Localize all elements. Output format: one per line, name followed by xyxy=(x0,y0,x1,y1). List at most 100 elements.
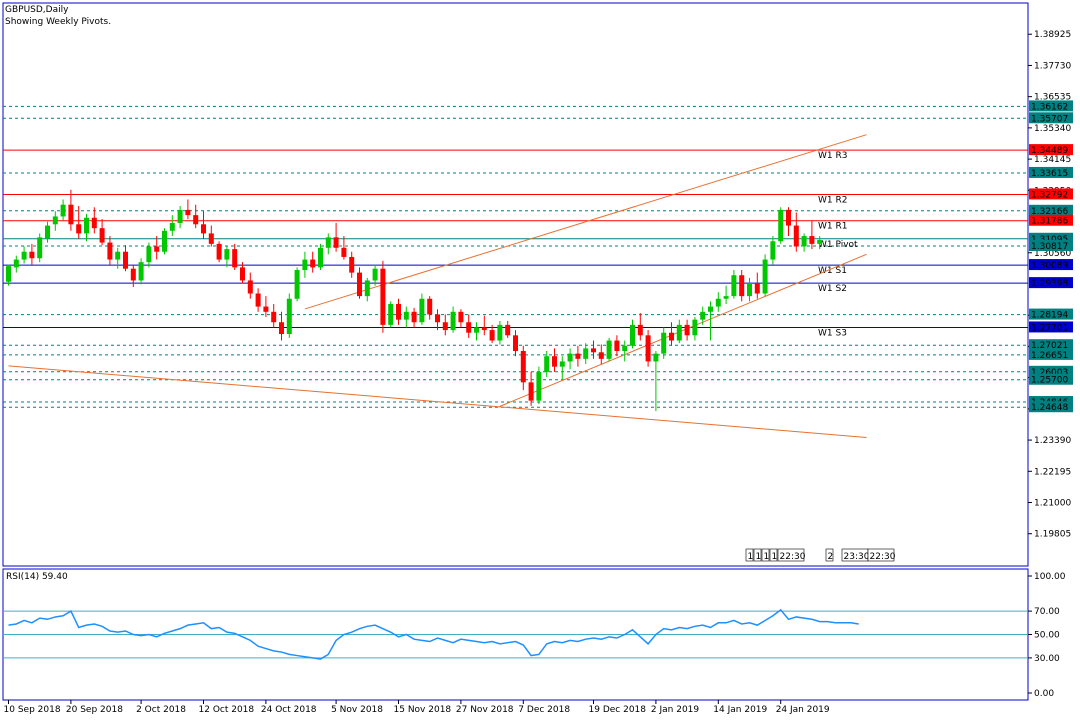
candle-body xyxy=(598,352,604,359)
candle-body xyxy=(193,215,199,225)
candle-body xyxy=(427,298,433,315)
candle xyxy=(536,366,542,405)
candle-body xyxy=(364,280,370,297)
candle xyxy=(435,309,440,331)
candle-body xyxy=(754,283,760,294)
chart-subtitle: Showing Weekly Pivots. xyxy=(5,17,111,27)
candle-body xyxy=(286,298,292,335)
candle-body xyxy=(559,361,565,367)
candle xyxy=(466,314,472,338)
candle xyxy=(91,207,97,234)
candle xyxy=(99,219,105,246)
candle-body xyxy=(528,382,534,401)
price-axis: 1.389251.377301.365351.353401.341451.329… xyxy=(1028,30,1073,540)
candle-body xyxy=(388,303,394,325)
toolbar-mark-box[interactable] xyxy=(867,548,895,562)
toolbar-mark-label: 1 xyxy=(764,552,770,562)
price-label-text: 1.34489 xyxy=(1031,146,1068,156)
time-tick-label: 2 Oct 2018 xyxy=(136,705,186,715)
candle-body xyxy=(552,356,557,367)
candle xyxy=(216,241,222,263)
price-label-text: 1.24648 xyxy=(1031,403,1068,413)
candle-body xyxy=(84,217,89,234)
price-tick-label: 1.30560 xyxy=(1034,249,1071,259)
candle-body xyxy=(661,332,667,354)
candle xyxy=(567,348,573,370)
toolbar-mark-box[interactable] xyxy=(745,548,754,562)
toolbar-mark-box[interactable] xyxy=(769,548,778,562)
candle xyxy=(162,228,167,255)
candle-body xyxy=(442,322,448,331)
candle xyxy=(364,277,370,302)
price-tick-label: 1.34145 xyxy=(1034,155,1071,165)
candle-body xyxy=(247,280,253,294)
toolbar-mark-box[interactable] xyxy=(753,548,762,562)
price-label-text: 1.32166 xyxy=(1031,207,1068,217)
candle-body xyxy=(793,225,799,247)
candle xyxy=(130,264,136,287)
candle xyxy=(310,251,316,273)
toolbar-mark-label: 22:30 xyxy=(780,552,806,562)
candle-body xyxy=(21,251,27,260)
price-panel-border xyxy=(2,2,1029,567)
toolbar-mark-label: 22:30 xyxy=(870,552,896,562)
candle-body xyxy=(169,222,175,231)
toolbar-mark-label: 1 xyxy=(772,552,778,562)
candle xyxy=(403,306,409,328)
toolbar-mark-box[interactable] xyxy=(825,548,834,562)
candle-body xyxy=(536,371,542,401)
candle xyxy=(45,221,50,243)
price-label-box xyxy=(1029,112,1073,124)
price-label-box xyxy=(1029,365,1073,377)
toolbar-mark-box[interactable] xyxy=(761,548,770,562)
price-tick-label: 1.23390 xyxy=(1034,436,1071,446)
candle-body xyxy=(770,241,776,260)
trend-line xyxy=(8,365,867,438)
candle-body xyxy=(778,209,784,242)
rsi-tick-label: 50.00 xyxy=(1034,631,1060,641)
price-label-box xyxy=(1029,232,1073,244)
candle xyxy=(107,236,113,265)
candle-body xyxy=(255,293,261,307)
candle xyxy=(380,260,386,333)
candle xyxy=(208,225,214,247)
candle xyxy=(747,277,752,302)
price-label-box xyxy=(1029,339,1073,351)
candle-body xyxy=(162,230,167,252)
candle-body xyxy=(520,350,526,383)
candle xyxy=(591,340,596,359)
candle xyxy=(614,335,620,357)
price-label-text: 1.30817 xyxy=(1031,242,1068,252)
candle-body xyxy=(201,224,206,234)
candle xyxy=(669,322,674,346)
candle xyxy=(731,270,737,299)
candle xyxy=(786,207,791,237)
candle-body xyxy=(731,275,737,297)
candle xyxy=(583,343,589,365)
time-tick-label: 24 Jan 2019 xyxy=(776,705,830,715)
candle xyxy=(637,313,643,341)
candle-body xyxy=(60,204,66,217)
rsi-tick-label: 70.00 xyxy=(1034,607,1060,617)
candle-body xyxy=(575,353,581,359)
candle xyxy=(154,236,160,260)
toolbar-mark-box[interactable] xyxy=(777,548,805,562)
candle xyxy=(52,211,58,231)
pivot-level-name: W1 S3 xyxy=(818,328,847,338)
candle xyxy=(817,236,823,250)
price-label-box xyxy=(1029,277,1073,289)
candle-body xyxy=(279,322,284,335)
candle-body xyxy=(692,319,698,336)
candle-body xyxy=(357,272,362,297)
candle-body xyxy=(450,311,456,331)
candle xyxy=(419,293,425,325)
candle-body xyxy=(68,204,74,225)
candle xyxy=(497,320,503,345)
candle-body xyxy=(645,335,651,362)
candle xyxy=(645,330,651,367)
candle-body xyxy=(216,243,222,260)
candle xyxy=(676,319,682,344)
pivot-level-name: W1 R3 xyxy=(818,151,847,161)
candle-body xyxy=(809,236,815,244)
